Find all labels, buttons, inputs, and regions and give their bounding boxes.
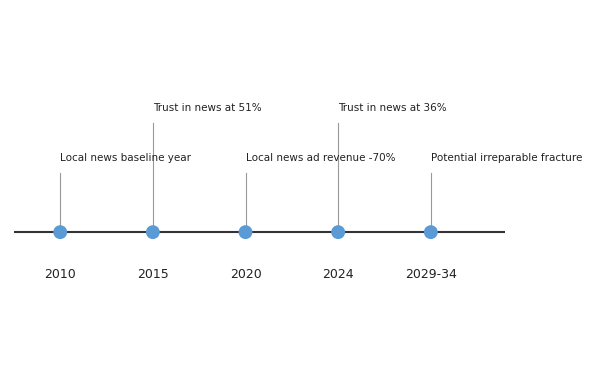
Text: 2029-34: 2029-34 bbox=[405, 268, 457, 281]
Point bbox=[148, 229, 158, 235]
Point bbox=[426, 229, 436, 235]
Text: Trust in news at 51%: Trust in news at 51% bbox=[153, 103, 262, 113]
Point bbox=[334, 229, 343, 235]
Point bbox=[55, 229, 65, 235]
Text: Local news baseline year: Local news baseline year bbox=[60, 153, 191, 163]
Text: 2015: 2015 bbox=[137, 268, 169, 281]
Text: 2020: 2020 bbox=[230, 268, 262, 281]
Text: Trust in news at 36%: Trust in news at 36% bbox=[338, 103, 447, 113]
Text: 2024: 2024 bbox=[322, 268, 354, 281]
Text: Potential irreparable fracture: Potential irreparable fracture bbox=[431, 153, 582, 163]
Point bbox=[241, 229, 250, 235]
Text: Local news ad revenue -70%: Local news ad revenue -70% bbox=[245, 153, 395, 163]
Text: 2010: 2010 bbox=[44, 268, 76, 281]
